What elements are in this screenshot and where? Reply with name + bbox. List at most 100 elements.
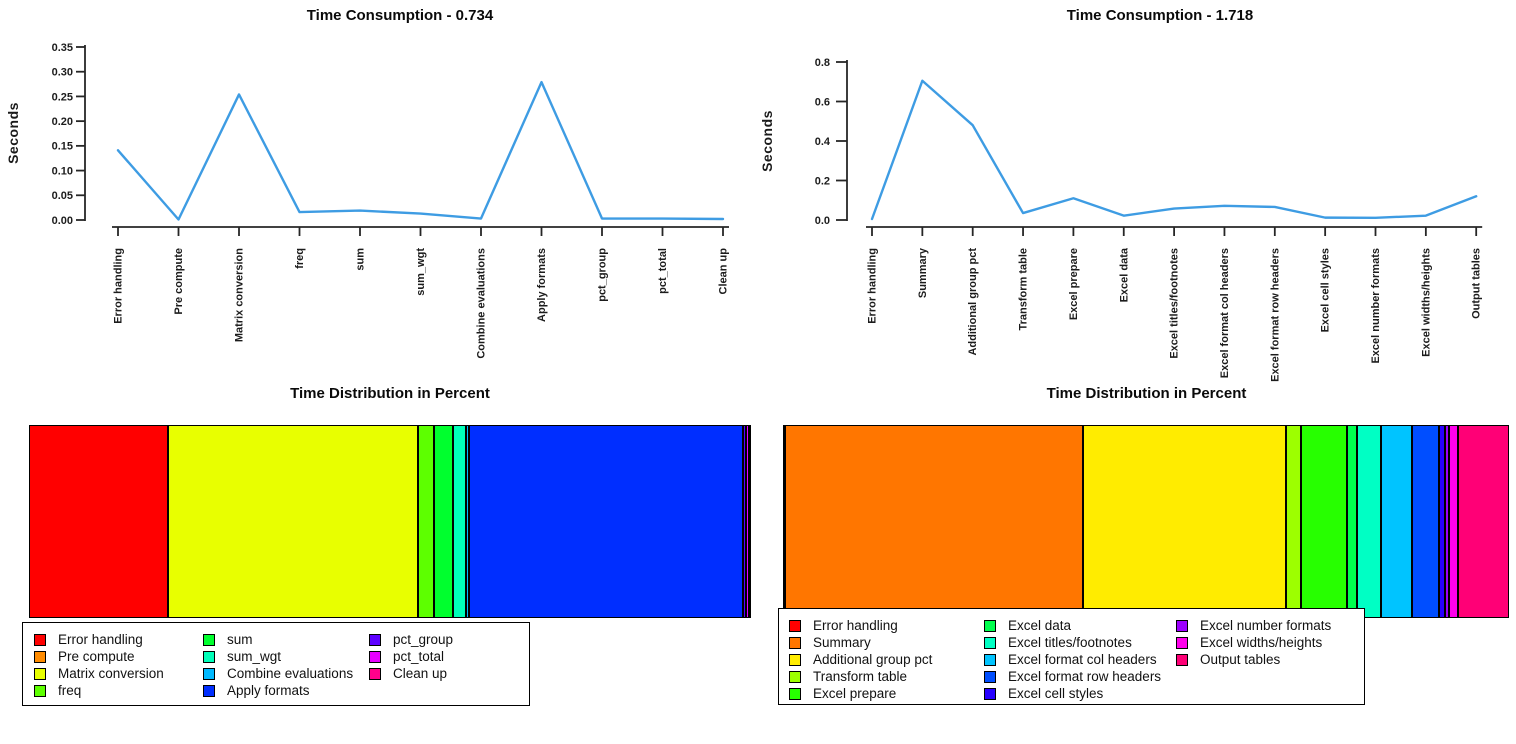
y-axis-label-left: Seconds <box>5 102 22 164</box>
line-chart-left-title: Time Consumption - 0.734 <box>306 7 494 24</box>
legend-item: pct_total <box>369 648 453 665</box>
x-category-label: Error handling <box>113 248 125 324</box>
legend-swatch <box>203 667 215 680</box>
x-category-label: Clean up <box>718 248 730 295</box>
legend-item: Additional group pct <box>789 651 932 668</box>
bar-segment <box>1448 425 1459 618</box>
stacked-bar-left <box>29 425 751 618</box>
bar-segment <box>1439 425 1445 618</box>
legend-swatch <box>789 687 801 700</box>
legend-item: sum <box>203 631 353 648</box>
legend-label: sum <box>227 632 253 647</box>
x-category-label: Matrix conversion <box>234 248 246 342</box>
legend-label: Pre compute <box>58 649 135 664</box>
legend-label: Summary <box>813 635 871 650</box>
legend-label: pct_total <box>393 649 445 664</box>
legend-swatch <box>789 636 801 649</box>
legend-label: Excel prepare <box>813 686 897 701</box>
legend-swatch <box>1176 619 1188 632</box>
bar-segment <box>418 425 435 618</box>
bar-segment <box>1356 425 1382 618</box>
legend-label: Apply formats <box>227 683 310 698</box>
legend-label: Error handling <box>58 632 143 647</box>
bar-segment <box>1286 425 1301 618</box>
legend-swatch <box>369 650 381 663</box>
bar-segment <box>1083 425 1287 618</box>
x-category-label: Excel prepare <box>1068 248 1080 320</box>
y-tick-label: 0.2 <box>815 175 830 187</box>
legend-swatch <box>34 684 46 697</box>
legend-item: freq <box>34 682 164 699</box>
legend-swatch <box>789 619 801 632</box>
bar-chart-right-title: Time Distribution in Percent <box>1046 385 1247 402</box>
x-category-label: Error handling <box>867 248 879 324</box>
legend-swatch <box>369 667 381 680</box>
legend-left: Error handling Pre compute Matrix conversi… <box>22 622 530 706</box>
y-tick-label: 0.25 <box>52 91 73 103</box>
y-tick-label: 0.00 <box>52 215 73 227</box>
legend-swatch <box>984 619 996 632</box>
x-category-label: Excel number formats <box>1370 248 1382 364</box>
y-tick-label: 0.6 <box>815 96 830 108</box>
legend-item: Error handling <box>789 617 932 634</box>
x-category-label: Excel format col headers <box>1219 248 1231 378</box>
bar-segment <box>785 425 1084 618</box>
x-category-label: Excel format row headers <box>1269 248 1281 382</box>
y-tick-label: 0.10 <box>52 165 73 177</box>
bar-segment <box>465 425 469 618</box>
legend-swatch <box>789 670 801 683</box>
legend-item: Excel prepare <box>789 685 932 702</box>
legend-right: Error handling Summary Additional group pc… <box>778 608 1365 705</box>
bar-segment <box>1300 425 1348 618</box>
x-category-label: sum <box>355 248 367 271</box>
x-category-label: Combine evaluations <box>476 248 488 359</box>
legend-item: Matrix conversion <box>34 665 164 682</box>
legend-item: Summary <box>789 634 932 651</box>
x-category-label: Output tables <box>1471 248 1483 319</box>
legend-swatch <box>203 650 215 663</box>
legend-label: Additional group pct <box>813 652 933 667</box>
bar-segment <box>1444 425 1449 618</box>
legend-swatch <box>789 653 801 666</box>
legend-label: freq <box>58 683 82 698</box>
legend-swatch <box>34 650 46 663</box>
bar-segment <box>745 425 749 618</box>
x-category-label: Excel data <box>1118 247 1130 302</box>
legend-item: Excel data <box>984 617 1161 634</box>
legend-column: Error handling Summary Additional group pc… <box>789 617 932 702</box>
legend-swatch <box>369 633 381 646</box>
legend-column: Excel number formats Excel widths/heights… <box>1176 617 1331 668</box>
time-series-line <box>116 80 725 221</box>
time-series-line <box>870 79 1478 221</box>
x-category-label: Excel cell styles <box>1320 248 1332 332</box>
legend-label: Matrix conversion <box>58 666 164 681</box>
legend-label: sum_wgt <box>227 649 282 664</box>
legend-item: Excel widths/heights <box>1176 634 1331 651</box>
legend-item: Excel number formats <box>1176 617 1331 634</box>
legend-label: Excel cell styles <box>1008 686 1104 701</box>
y-tick-label: 0.15 <box>52 141 73 153</box>
y-tick-label: 0.8 <box>815 57 830 69</box>
legend-item: Excel format col headers <box>984 651 1161 668</box>
legend-item: Pre compute <box>34 648 164 665</box>
legend-swatch <box>203 633 215 646</box>
bar-segment <box>1347 425 1357 618</box>
bar-segment <box>29 425 168 618</box>
legend-item: Excel format row headers <box>984 668 1161 685</box>
legend-label: Excel format col headers <box>1008 652 1157 667</box>
legend-item: Transform table <box>789 668 932 685</box>
line-chart-right-title: Time Consumption - 1.718 <box>1066 7 1254 24</box>
legend-column: pct_group pct_total Clean up <box>369 631 453 682</box>
stacked-bar-right <box>783 425 1510 618</box>
y-axis-label-right: Seconds <box>759 110 776 172</box>
legend-swatch <box>984 687 996 700</box>
bar-segment <box>1411 425 1440 618</box>
legend-column: Error handling Pre compute Matrix conversi… <box>34 631 164 699</box>
legend-swatch <box>984 653 996 666</box>
x-category-label: Excel titles/footnotes <box>1169 248 1181 359</box>
legend-item: Excel cell styles <box>984 685 1161 702</box>
bar-segment <box>748 425 751 618</box>
legend-label: Transform table <box>813 669 908 684</box>
legend-column: sum sum_wgt Combine evaluations Apply forma… <box>203 631 353 699</box>
